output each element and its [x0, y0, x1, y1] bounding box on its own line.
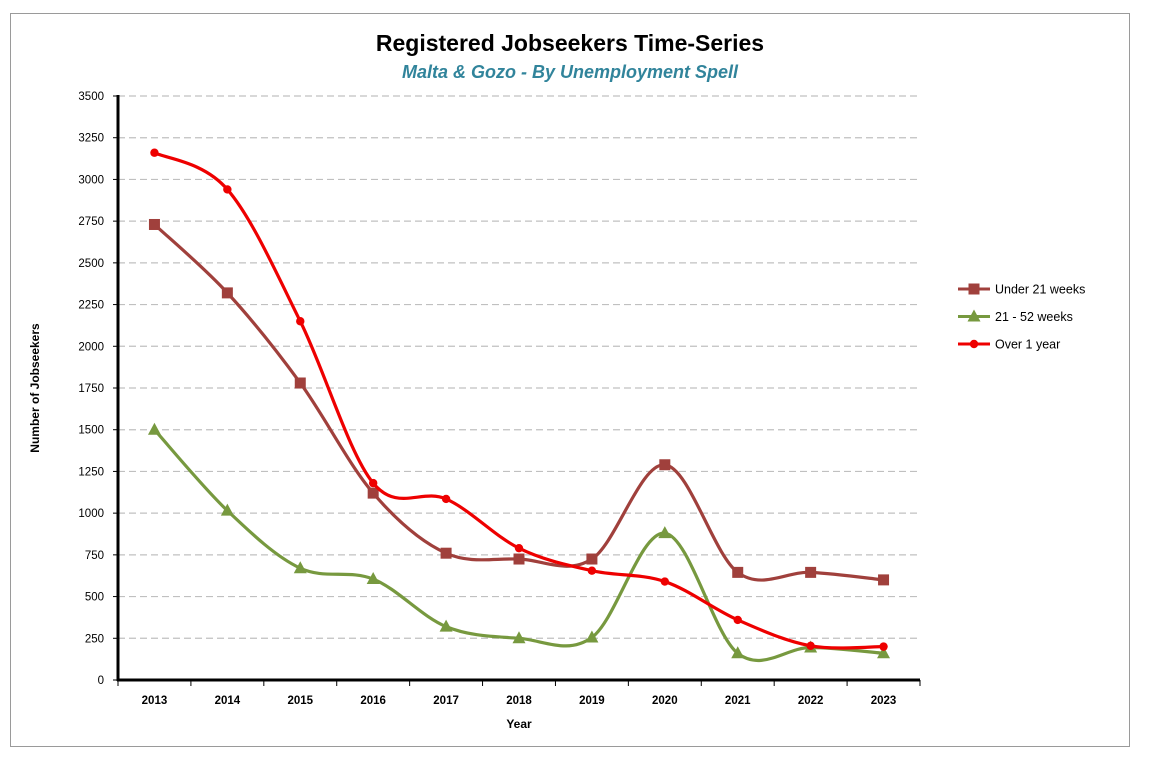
- x-tick-label: 2016: [360, 695, 386, 707]
- data-point: [731, 646, 745, 659]
- series-line: [153, 151, 884, 650]
- legend-label: Under 21 weeks: [995, 283, 1085, 297]
- series-group: [147, 148, 891, 663]
- y-tick-label: 2000: [78, 341, 104, 353]
- chart-frame: [10, 13, 1130, 747]
- data-point: [441, 494, 451, 504]
- legend: Under 21 weeks 21 - 52 weeks Over 1 year: [958, 283, 1085, 352]
- x-tick-label: 2015: [287, 695, 313, 707]
- chart-subtitle: Malta & Gozo - By Unemployment Spell: [401, 62, 739, 82]
- data-point: [368, 478, 378, 488]
- data-point: [439, 619, 453, 632]
- x-tick-label: 2022: [798, 695, 824, 707]
- data-point: [805, 566, 817, 578]
- data-point: [514, 543, 524, 553]
- data-point: [293, 561, 307, 574]
- series-line: [153, 223, 884, 582]
- y-tick-label: 2750: [78, 216, 104, 228]
- x-tick-label: 2023: [871, 695, 897, 707]
- data-point: [660, 577, 670, 586]
- chart-title: Registered Jobseekers Time-Series: [375, 30, 765, 56]
- legend-item: 21 - 52 weeks: [958, 309, 1073, 324]
- data-point: [147, 422, 161, 435]
- y-axis-label: Number of Jobseekers: [28, 323, 42, 453]
- data-point: [513, 553, 525, 565]
- gridlines: [118, 95, 920, 639]
- data-point: [223, 185, 232, 194]
- y-tick-label: 1000: [78, 508, 104, 520]
- y-tick-label: 2250: [78, 300, 104, 312]
- legend-marker: [967, 309, 981, 322]
- y-tick-label: 3500: [78, 91, 104, 103]
- legend-item: Under 21 weeks: [958, 283, 1085, 297]
- data-point: [879, 642, 888, 651]
- legend-label: 21 - 52 weeks: [995, 310, 1073, 324]
- data-point: [221, 287, 233, 299]
- data-point: [587, 566, 597, 575]
- x-tick-label: 2020: [652, 695, 678, 707]
- y-tick-label: 1750: [78, 383, 104, 395]
- data-point: [659, 459, 671, 471]
- x-tick-label: 2017: [433, 695, 459, 707]
- y-tick-label: 1250: [78, 466, 104, 478]
- data-point: [367, 487, 379, 499]
- legend-marker: [969, 339, 979, 349]
- data-point: [806, 641, 815, 650]
- data-point: [294, 377, 306, 389]
- data-point: [296, 317, 305, 326]
- data-point: [148, 218, 160, 230]
- series-line: [153, 428, 884, 663]
- y-tick-label: 750: [85, 550, 104, 562]
- legend-label: Over 1 year: [995, 338, 1060, 352]
- data-point: [585, 630, 599, 643]
- y-tick-label: 250: [85, 633, 104, 645]
- data-point: [658, 526, 672, 539]
- y-tick-label: 3000: [78, 174, 104, 186]
- x-tick-label: 2021: [725, 695, 751, 707]
- y-tick-label: 2500: [78, 258, 104, 270]
- x-tick-label: 2013: [142, 695, 168, 707]
- series-circle: [150, 148, 888, 651]
- y-tick-label: 1500: [78, 425, 104, 437]
- data-point: [440, 547, 452, 559]
- legend-marker: [968, 283, 980, 295]
- data-point: [877, 646, 891, 659]
- x-axis-ticks: 2013 2014 2015 2016 2017 2018 2019 2020 2021 2022…: [117, 680, 921, 707]
- data-point: [512, 631, 526, 644]
- data-point: [733, 615, 742, 625]
- data-point: [732, 566, 744, 578]
- y-tick-label: 3250: [78, 133, 104, 145]
- y-tick-label: 500: [85, 592, 104, 604]
- data-point: [878, 574, 890, 586]
- data-point: [150, 148, 159, 157]
- series-square: [148, 218, 890, 586]
- y-axis-ticks: 0 250 500 750 1000 1250 1500 1750 2000 2250 2500 27…: [78, 91, 118, 687]
- legend-item: Over 1 year: [958, 338, 1060, 352]
- data-point: [586, 553, 598, 565]
- x-axis-label: Year: [506, 717, 532, 731]
- y-tick-label: 0: [98, 675, 104, 687]
- data-point: [366, 572, 380, 585]
- x-tick-label: 2019: [579, 695, 605, 707]
- series-triangle: [147, 422, 891, 663]
- x-tick-label: 2018: [506, 695, 532, 707]
- x-tick-label: 2014: [215, 695, 241, 707]
- data-point: [220, 503, 234, 516]
